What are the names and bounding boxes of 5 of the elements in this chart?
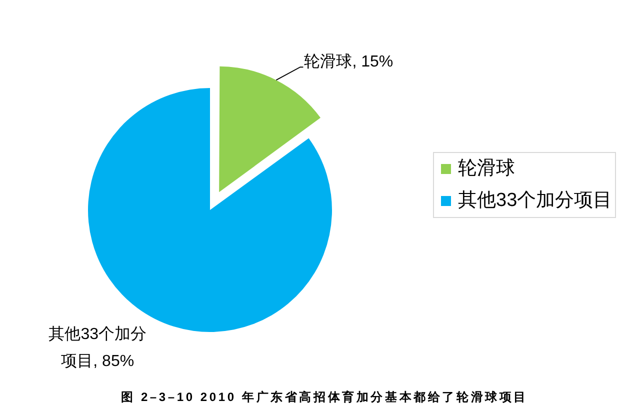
legend-label: 其他33个加分项目 [458,189,612,213]
data-label: 轮滑球, 15% [304,52,394,70]
data-label: 其他33个加分项目, 85% [48,325,147,370]
legend-label: 轮滑球 [458,157,515,181]
text: 图 2–3–10 2010 年广东省高招体育加分基本都给了轮滑球项目 [120,389,529,405]
